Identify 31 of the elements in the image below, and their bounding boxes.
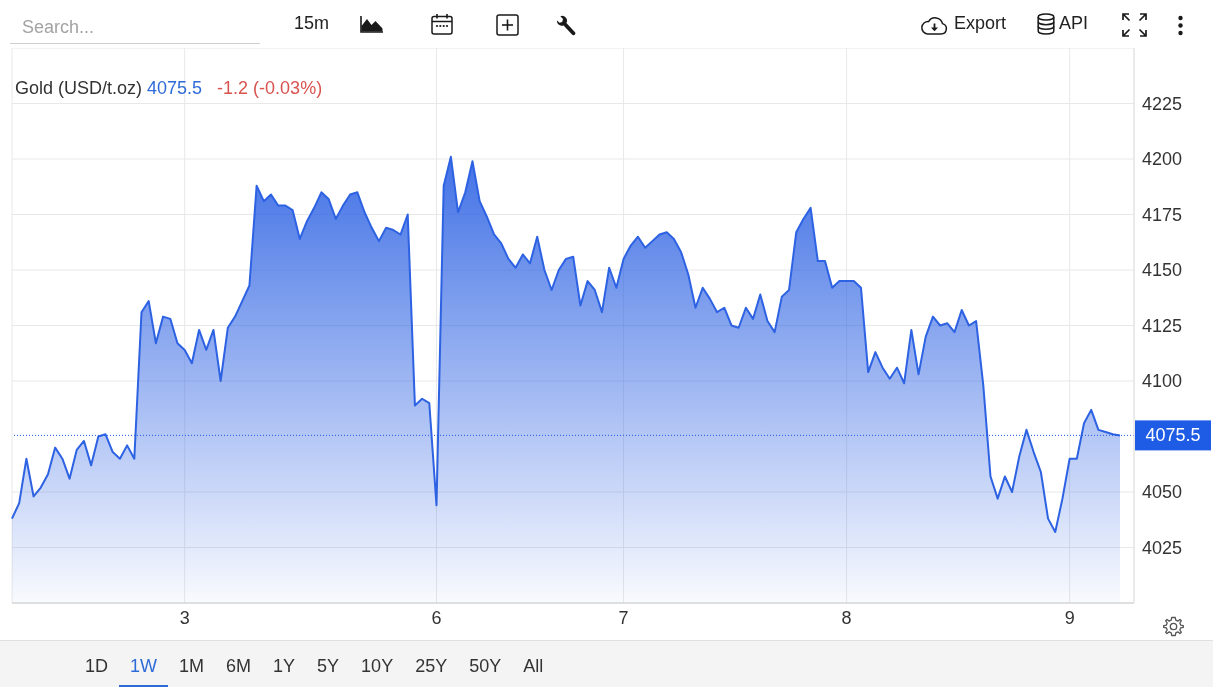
text: API — [1059, 13, 1089, 34]
y-tick-label: 4175 — [1142, 204, 1183, 225]
text: 10Y — [360, 655, 395, 678]
text: 5Y — [316, 655, 341, 678]
text: 15m — [294, 13, 330, 34]
y-tick-label: 4150 — [1142, 260, 1183, 281]
y-tick-label: 4200 — [1142, 149, 1183, 170]
text: 50Y — [468, 655, 503, 678]
text: 1M — [178, 655, 206, 678]
text: 1Y — [272, 655, 297, 678]
x-tick-label: 6 — [431, 607, 442, 628]
x-tick-label: 9 — [1064, 607, 1075, 628]
search-field: Search... — [10, 14, 260, 44]
x-tick-label: 8 — [841, 607, 852, 628]
y-tick-label: 4050 — [1142, 482, 1183, 503]
y-tick-label: 4025 — [1142, 537, 1183, 558]
annotation: -1.2 (-0.03%) — [217, 78, 323, 98]
x-tick-label: 3 — [179, 607, 190, 628]
x-tick-label: 7 — [618, 607, 629, 628]
y-tick-label: 4225 — [1142, 93, 1183, 114]
text: 6M — [225, 655, 253, 678]
text: 25Y — [414, 655, 449, 678]
text: All — [522, 655, 545, 678]
ref-line-label: 4075.5 — [1145, 425, 1201, 446]
annotation: 4075.5 — [147, 78, 203, 98]
text: Export — [954, 13, 1007, 34]
text: Gold (USD/t.oz) — [15, 78, 143, 98]
text: 1D — [84, 655, 109, 678]
text: 1W — [119, 641, 169, 687]
y-tick-label: 4125 — [1142, 315, 1183, 336]
y-tick-label: 4100 — [1142, 371, 1183, 392]
